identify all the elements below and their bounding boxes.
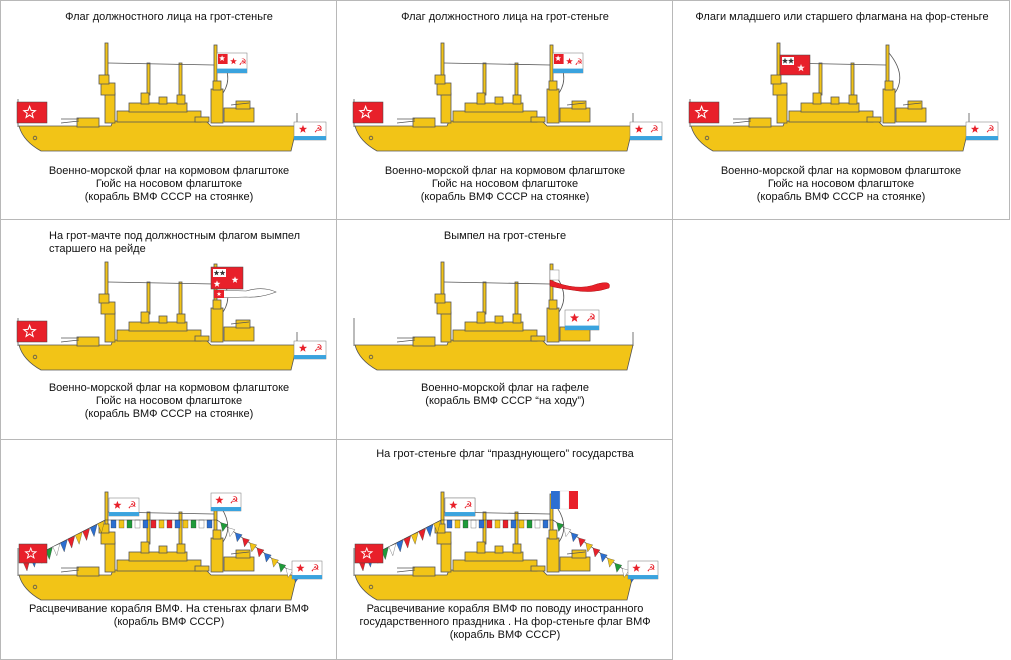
panel-7: ☭ ☭ ☭ На грот-стеньге флаг “празднующего… <box>336 439 673 660</box>
ship-hull <box>18 74 298 152</box>
panel-4: ☭ На грот-мачте под должностным флагом в… <box>0 219 337 440</box>
jack-flag-icon: ☭ <box>291 560 323 580</box>
jack-flag-icon: ☭ <box>629 121 663 141</box>
naval-ensign-icon: ☭ <box>564 309 600 331</box>
official-flag-icon: ☭ <box>216 52 248 74</box>
ship-hull <box>354 523 634 601</box>
official-flag-icon: ☭ <box>552 52 584 74</box>
svg-text:☭: ☭ <box>239 58 247 68</box>
panel-caption: Военно-морской флаг на кормовом флагшток… <box>384 165 626 203</box>
ship-hull <box>18 523 298 601</box>
signal-flags-icon <box>358 519 637 583</box>
naval-flag-fore-icon: ☭ <box>444 497 476 517</box>
panel-2: ☭ ☭ Флаг должностного лица на грот-стень… <box>336 0 673 220</box>
panel-title: Флаг должностного лица на грот-стеньге <box>401 11 609 23</box>
panel-caption: Военно-морской флаг на кормовом флагшток… <box>48 382 290 420</box>
ship-illustration: ☭ ☭ <box>16 42 327 152</box>
naval-flag-main-icon: ☭ <box>210 492 242 512</box>
masts <box>17 42 298 127</box>
jack-flag-icon: ☭ <box>293 340 327 360</box>
svg-text:☭: ☭ <box>650 124 659 135</box>
naval-ensign-icon <box>16 320 48 343</box>
ship-illustration: ☭ ☭ ☭ <box>353 490 659 601</box>
svg-text:☭: ☭ <box>647 563 656 574</box>
jack-flag-icon: ☭ <box>965 121 999 141</box>
panel-caption: Военно-морской флаг на кормовом флагшток… <box>720 165 962 203</box>
panel-6: ☭ ☭ ☭ Расцвечивание корабля ВМФ. На стен… <box>0 439 337 660</box>
svg-text:☭: ☭ <box>986 124 995 135</box>
ship-hull <box>354 74 634 152</box>
ship-hull <box>354 293 634 371</box>
svg-text:☭: ☭ <box>314 343 323 354</box>
naval-ensign-icon <box>688 101 720 124</box>
ship-hull <box>690 74 970 152</box>
panel-caption: Расцвечивание корабля ВМФ по поводу инос… <box>359 603 651 641</box>
svg-text:☭: ☭ <box>230 495 239 506</box>
ship-illustration: ☭ ☭ ☭ <box>17 491 323 601</box>
naval-ensign-icon <box>16 101 48 124</box>
naval-flag-fore-icon: ☭ <box>108 497 140 517</box>
naval-ensign-icon <box>18 543 48 564</box>
svg-text:☭: ☭ <box>586 312 596 325</box>
panel-1: ☭ ☭ Флаг должностного лица на грот-стень… <box>0 0 337 220</box>
panel-caption: Военно-морской флаг на гафеле (корабль В… <box>421 382 589 407</box>
svg-text:☭: ☭ <box>575 58 583 68</box>
panel-title: На грот-мачте под должностным флагом вым… <box>49 230 301 255</box>
jack-flag-icon: ☭ <box>293 121 327 141</box>
french-flag-icon <box>551 490 578 510</box>
panel-title: Флаги младшего или старшего флагмана на … <box>695 11 989 23</box>
svg-text:☭: ☭ <box>314 124 323 135</box>
panel-caption: Военно-морской флаг на кормовом флагшток… <box>48 165 290 203</box>
ship-illustration: ☭ ☭ <box>352 42 663 152</box>
svg-text:☭: ☭ <box>311 563 320 574</box>
commission-pennant-icon <box>549 269 610 292</box>
svg-text:☭: ☭ <box>464 500 473 511</box>
panel-title: На грот-стеньге флаг “празднующего” госу… <box>376 448 634 460</box>
panel-3: ☭ Флаги младшего или старшего флагмана н… <box>672 0 1010 220</box>
ship-illustration: ☭ <box>16 261 327 371</box>
senior-officer-pennant-icon <box>210 266 277 299</box>
jack-flag-icon: ☭ <box>627 560 659 580</box>
ship-illustration: ☭ <box>353 261 634 371</box>
panel-caption: Расцвечивание корабля ВМФ. На стеньгах ф… <box>28 603 310 628</box>
flag-officer-flag-icon <box>779 54 811 76</box>
svg-text:☭: ☭ <box>128 500 137 511</box>
panel-title: Флаг должностного лица на грот-стеньге <box>65 11 273 23</box>
panel-title: Вымпел на грот-стеньге <box>443 230 567 242</box>
naval-ensign-icon <box>352 101 384 124</box>
panel-5: ☭ Вымпел на грот-стеньге Военно-морской ф… <box>336 219 673 440</box>
ship-hull <box>18 293 298 371</box>
naval-ensign-icon <box>354 543 384 564</box>
ship-illustration: ☭ <box>688 42 999 152</box>
